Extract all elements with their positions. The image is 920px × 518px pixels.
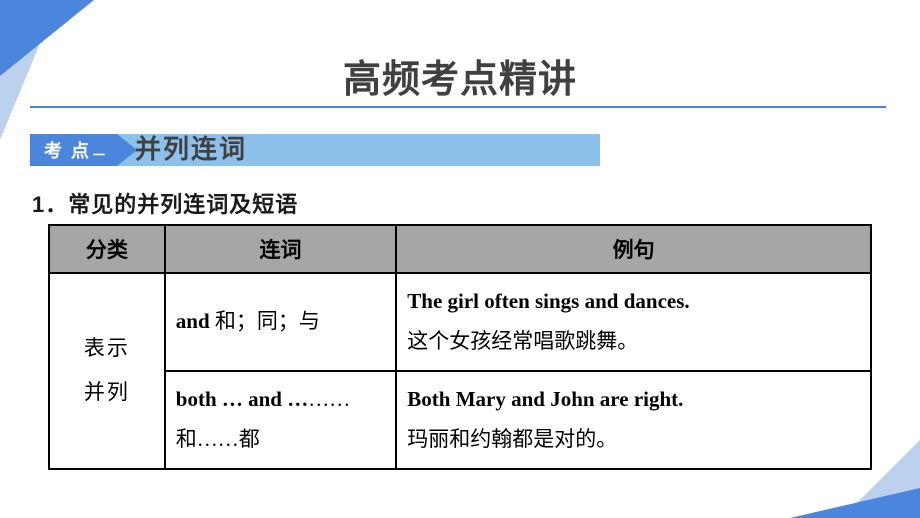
conjunction-cell: both … and ………和……都: [165, 371, 397, 469]
grammar-table: 分类 连词 例句 表示 并列 and 和；同；与 The girl often …: [48, 224, 872, 470]
conj-cn: 和；同；与: [210, 309, 320, 333]
category-line1: 表示: [84, 337, 130, 360]
table-row: 表示 并列 and 和；同；与 The girl often sings and…: [49, 273, 871, 371]
example-cell: The girl often sings and dances. 这个女孩经常唱…: [396, 273, 871, 371]
example-cn: 这个女孩经常唱歌跳舞。: [407, 329, 638, 353]
col-header-conjunction: 连词: [165, 225, 397, 273]
col-header-category: 分类: [49, 225, 165, 273]
page-title: 高频考点精讲: [0, 48, 920, 103]
example-en: Both Mary and John are right.: [407, 387, 683, 411]
example-cell: Both Mary and John are right. 玛丽和约翰都是对的。: [396, 371, 871, 469]
corner-deco-top-left-front: [0, 0, 94, 76]
table-header-row: 分类 连词 例句: [49, 225, 871, 273]
category-line2: 并列: [84, 381, 130, 404]
section-title: 并列连词: [135, 129, 247, 166]
numbered-heading: 1．常见的并列连词及短语: [32, 187, 298, 219]
conj-en: both … and …: [176, 387, 308, 411]
example-en: The girl often sings and dances.: [407, 289, 689, 313]
section-tag-prefix: 考 点: [44, 137, 91, 163]
example-cn: 玛丽和约翰都是对的。: [407, 427, 617, 451]
section-bar: 考 点 一: [30, 134, 600, 166]
conj-en: and: [176, 309, 210, 333]
conjunction-cell: and 和；同；与: [165, 273, 397, 371]
col-header-example: 例句: [396, 225, 871, 273]
page-title-underline: [30, 106, 886, 108]
section-tag-suffix: 一: [93, 146, 105, 163]
category-cell: 表示 并列: [49, 273, 165, 469]
table-row: both … and ………和……都 Both Mary and John ar…: [49, 371, 871, 469]
corner-deco-bottom-right-front: [790, 488, 920, 518]
